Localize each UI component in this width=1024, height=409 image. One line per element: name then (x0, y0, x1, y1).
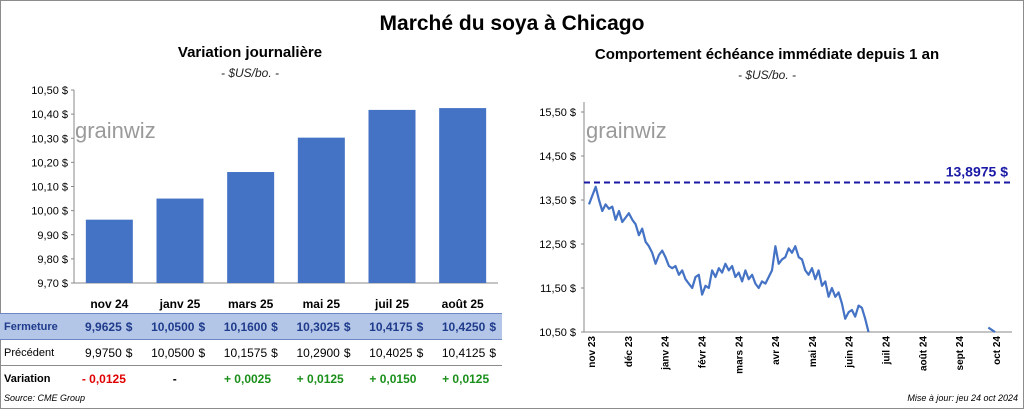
price-cell: 10,4175 (356, 313, 415, 340)
currency-cell: $ (196, 339, 212, 366)
y-tick-label: 10,00 $ (31, 206, 68, 218)
currency-cell: $ (341, 339, 357, 366)
price-cell: 10,0500 (138, 339, 197, 366)
y-tick-label: 10,10 $ (31, 182, 68, 194)
variation-cell: + 0,0025 (223, 371, 272, 386)
row-label: Précédent (0, 339, 70, 366)
price-cell: 10,2900 (283, 339, 342, 366)
row-label: Fermeture (0, 313, 70, 340)
price-cell: 9,9750 (69, 339, 124, 366)
currency-cell: $ (269, 339, 284, 366)
table-row: Précédent 9,9750 $10,0500 $10,1575 $10,2900 $… (0, 339, 502, 366)
bar (227, 172, 275, 283)
source-note: Source: CME Group (4, 393, 86, 403)
bar (368, 109, 416, 283)
y-tick-label: 9,80 $ (37, 254, 68, 266)
page-title: Marché du soya à Chicago (379, 12, 645, 35)
price-cell: 10,1575 (211, 339, 270, 366)
x-category-label: juil 25 (374, 297, 409, 311)
price-cell: 10,0500 (138, 313, 197, 340)
bar-chart-title: Variation journalière (177, 44, 323, 61)
price-cell: 10,4125 (429, 339, 488, 366)
y-tick-label: 9,70 $ (37, 278, 68, 290)
currency-cell: $ (123, 339, 139, 366)
bar-chart: grainwiz 9,70 $ 9,80 $ 9,90 $ 10,00 $ 10,10 $… (31, 85, 498, 311)
variation-cell: + 0,0125 (442, 371, 490, 386)
y-tick-label: 9,90 $ (37, 230, 68, 242)
price-table: Fermeture 9,9625 $10,0500 $10,1600 $10,3025 $… (0, 313, 502, 392)
table-row: Variation - 0,0125 - + 0,0025 + 0,0125 + 0,01… (0, 366, 502, 392)
price-cell: 10,3025 (283, 313, 342, 340)
bar (156, 198, 204, 283)
price-cell: 10,4250 (429, 313, 488, 340)
y-tick-label: 10,20 $ (31, 157, 68, 169)
x-category-label: août 25 (442, 297, 484, 311)
variation-cell: + 0,0150 (369, 371, 417, 386)
x-category-label: nov 24 (90, 297, 128, 311)
bar (439, 108, 487, 283)
grainwiz-watermark: grainwiz (75, 118, 156, 143)
price-cell: 10,4025 (356, 339, 415, 366)
bar (85, 219, 133, 283)
currency-cell: $ (487, 313, 502, 340)
y-tick-label: 10,30 $ (31, 133, 68, 145)
line-chart-title: Comportement échéance immédiate depuis 1… (594, 46, 940, 63)
bar (297, 137, 345, 283)
y-tick-label: 10,50 $ (31, 85, 68, 97)
line-chart-unit: - $US/bo. - (737, 68, 797, 82)
update-note: Mise à jour: jeu 24 oct 2024 (907, 393, 1018, 403)
y-tick-label: 10,40 $ (31, 109, 68, 121)
currency-cell: $ (269, 313, 284, 340)
row-label: Variation (4, 372, 51, 385)
price-cell: 9,9625 (69, 313, 124, 340)
table-row: Fermeture 9,9625 $10,0500 $10,1600 $10,3025 $… (0, 313, 502, 340)
variation-cell: + 0,0125 (296, 371, 344, 386)
currency-cell: $ (414, 313, 430, 340)
variation-cell: - 0,0125 (81, 371, 126, 386)
currency-cell: $ (196, 313, 212, 340)
currency-cell: $ (414, 339, 430, 366)
x-category-label: janv 25 (159, 297, 201, 311)
price-cell: 10,1600 (211, 313, 270, 340)
currency-cell: $ (123, 313, 139, 340)
bar-chart-unit: - $US/bo. - (220, 66, 280, 80)
x-category-label: mars 25 (228, 297, 274, 311)
currency-cell: $ (487, 339, 502, 366)
x-category-label: mai 25 (303, 297, 341, 311)
variation-cell: - (172, 371, 177, 386)
currency-cell: $ (341, 313, 357, 340)
